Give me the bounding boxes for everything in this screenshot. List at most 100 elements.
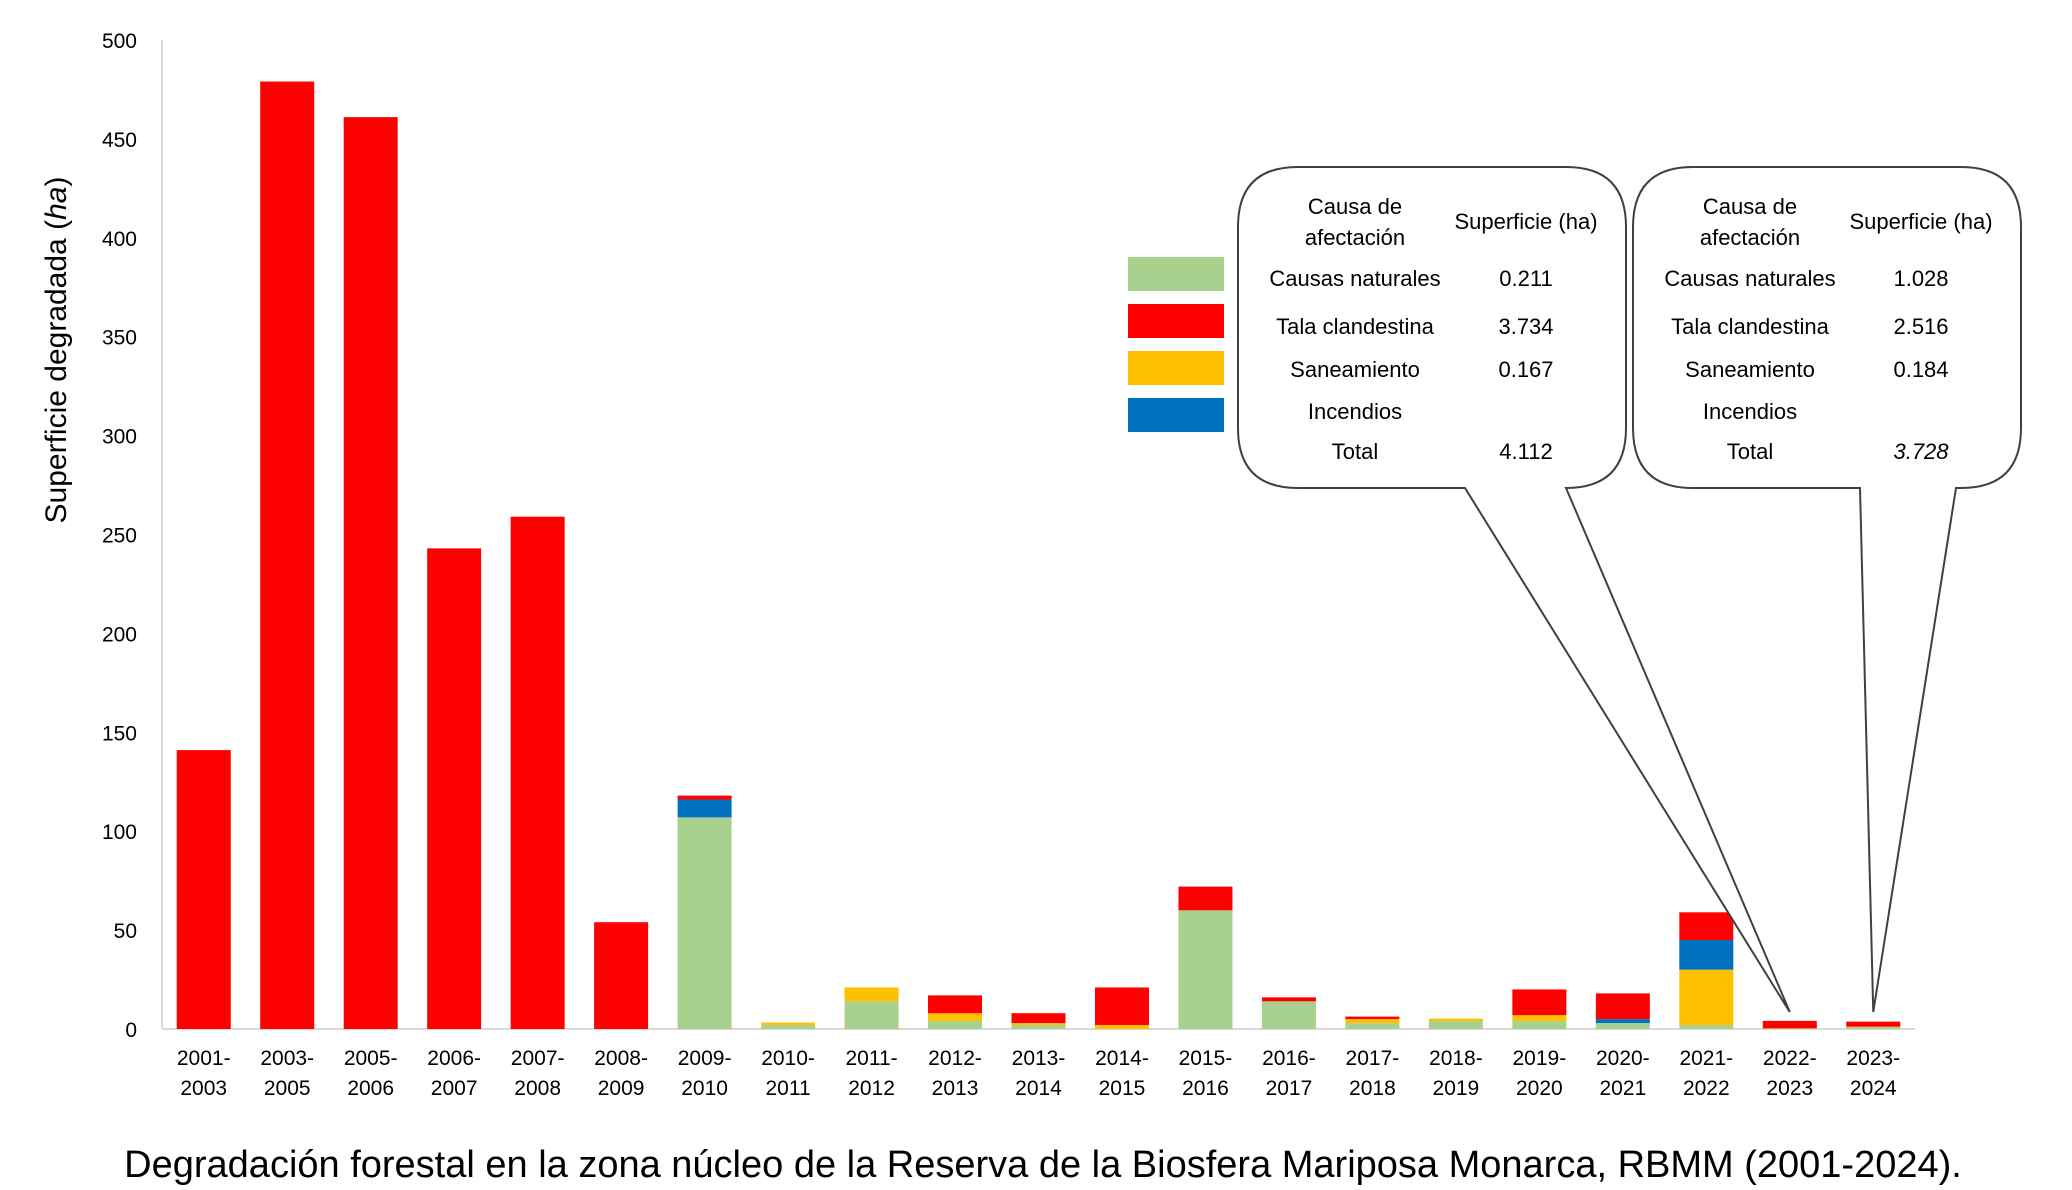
x-tick-label-line: 2015 — [1099, 1077, 1146, 1100]
callout-row-cause: Tala clandestina — [1671, 314, 1830, 339]
bar-segment-tala — [1094, 987, 1149, 1026]
bar-segment-saneamiento — [1345, 1019, 1400, 1024]
bar-segment-natural — [1512, 1021, 1567, 1029]
callout-bubble — [1237, 166, 1791, 1013]
bar-segment-tala — [594, 922, 649, 1029]
x-tick-label: 2020- 2021 — [1596, 1047, 1650, 1100]
x-tick-label: 2011- 2012 — [845, 1047, 897, 1100]
x-tick-label: 2015- 2016 — [1179, 1047, 1233, 1100]
x-tick-label: 2014- 2015 — [1095, 1047, 1149, 1100]
bar-segment-tala — [1846, 1021, 1901, 1027]
x-tick-label-line: 2011- — [845, 1047, 897, 1070]
legend-swatch — [1128, 351, 1224, 385]
bar-segment-tala — [1595, 993, 1650, 1020]
x-tick-label: 2001- 2003 — [177, 1047, 231, 1100]
x-tick-label-line: 2014 — [1015, 1077, 1062, 1100]
y-tick-label: 500 — [102, 30, 137, 53]
x-axis-ticks: 2001- 2003 2003- 2005 2005- 2006 2006- 2007 2007… — [177, 1047, 1900, 1100]
y-axis-label-open: ( — [40, 220, 73, 230]
x-tick-label-line: 2009- — [678, 1047, 732, 1070]
bar-segment-saneamiento — [1011, 1022, 1066, 1026]
y-tick-label: 200 — [102, 623, 137, 646]
x-tick-label-line: 2005 — [264, 1077, 311, 1100]
bar-segment-natural — [1846, 1026, 1901, 1029]
bar-segment-saneamiento — [1679, 969, 1734, 1026]
callout-row-value: 3.734 — [1498, 314, 1553, 339]
x-tick-label-line: 2011 — [765, 1077, 810, 1100]
x-tick-label: 2016- 2017 — [1262, 1047, 1316, 1100]
bar-segment-tala — [427, 548, 482, 1029]
bars-group — [176, 81, 1901, 1030]
x-tick-label: 2018- 2019 — [1429, 1047, 1483, 1100]
x-tick-label-line: 2019- — [1512, 1047, 1566, 1070]
callout-row-cause: Incendios — [1308, 399, 1402, 424]
y-tick-label: 450 — [102, 129, 137, 152]
bar-segment-incendios — [677, 799, 732, 818]
y-tick-label: 350 — [102, 327, 137, 350]
callout-header-cause: Causa de — [1703, 194, 1797, 219]
x-tick-label-line: 2003 — [180, 1077, 227, 1100]
x-tick-label-line: 2012 — [848, 1077, 895, 1100]
callout-header-cause: afectación — [1305, 225, 1405, 250]
x-tick-label-line: 2019 — [1433, 1077, 1480, 1100]
bar-segment-saneamiento — [761, 1022, 816, 1026]
callout-row-cause: Causas naturales — [1269, 266, 1440, 291]
callout-row-value: 0.184 — [1893, 357, 1948, 382]
callout-row-cause: Incendios — [1703, 399, 1797, 424]
x-tick-label-line: 2006- — [427, 1047, 481, 1070]
x-tick-label-line: 2020- — [1596, 1047, 1650, 1070]
x-tick-label-line: 2010 — [681, 1077, 728, 1100]
x-tick-label-line: 2008 — [514, 1077, 561, 1100]
x-tick-label: 2019- 2020 — [1512, 1047, 1566, 1100]
bar-segment-natural — [928, 1021, 983, 1029]
callout-header-area: Superficie (ha) — [1454, 209, 1597, 234]
x-tick-label: 2013- 2014 — [1012, 1047, 1066, 1100]
callout-header-cause: Causa de — [1308, 194, 1402, 219]
x-tick-label-line: 2008- — [594, 1047, 648, 1070]
x-tick-label-line: 2009 — [598, 1077, 645, 1100]
x-tick-label: 2007- 2008 — [511, 1047, 565, 1100]
y-tick-label: 100 — [102, 821, 137, 844]
bar-segment-saneamiento — [1512, 1015, 1567, 1022]
y-tick-label: 0 — [125, 1019, 137, 1042]
x-tick-label-line: 2023 — [1766, 1077, 1813, 1100]
x-tick-label: 2009- 2010 — [678, 1047, 732, 1100]
x-tick-label-line: 2014- — [1095, 1047, 1149, 1070]
legend-swatches — [1128, 257, 1224, 432]
callout-header-cause: afectación — [1700, 225, 1800, 250]
x-tick-label-line: 2007- — [511, 1047, 565, 1070]
x-tick-label-line: 2015- — [1179, 1047, 1233, 1070]
x-tick-label: 2012- 2013 — [928, 1047, 982, 1100]
x-tick-label-line: 2003- — [260, 1047, 314, 1070]
callout-row-cause: Tala clandestina — [1276, 314, 1435, 339]
y-tick-label: 300 — [102, 426, 137, 449]
bar-segment-natural — [1345, 1023, 1400, 1029]
legend-swatch — [1128, 398, 1224, 432]
x-tick-label-line: 2022 — [1683, 1077, 1730, 1100]
callout-row-cause: Saneamiento — [1290, 357, 1420, 382]
x-tick-label-line: 2021 — [1599, 1077, 1646, 1100]
x-tick-label-line: 2017- — [1346, 1047, 1400, 1070]
bar-segment-saneamiento — [844, 987, 899, 1002]
x-tick-label-line: 2007 — [431, 1077, 478, 1100]
bar-segment-tala — [1178, 886, 1233, 911]
bar-segment-tala — [1762, 1020, 1817, 1029]
bar-segment-natural — [677, 817, 732, 1029]
bar-segment-natural — [1679, 1025, 1734, 1029]
y-tick-label: 400 — [102, 228, 137, 251]
bar-segment-incendios — [1679, 939, 1734, 970]
x-tick-label-line: 2024 — [1850, 1077, 1897, 1100]
bar-segment-tala — [1345, 1016, 1400, 1020]
bar-segment-natural — [1428, 1021, 1483, 1029]
chart-caption: Degradación forestal en la zona núcleo d… — [124, 1144, 1962, 1186]
bar-segment-tala — [677, 795, 732, 800]
bar-segment-tala — [1512, 989, 1567, 1016]
x-tick-label-line: 2016 — [1182, 1077, 1229, 1100]
callout-bubble — [1632, 166, 2022, 1013]
callout-row-cause: Total — [1332, 439, 1378, 464]
x-tick-label-line: 2012- — [928, 1047, 982, 1070]
x-tick-label: 2006- 2007 — [427, 1047, 481, 1100]
y-axis-label-close: ) — [40, 177, 73, 187]
bar-segment-natural — [1261, 1001, 1316, 1029]
